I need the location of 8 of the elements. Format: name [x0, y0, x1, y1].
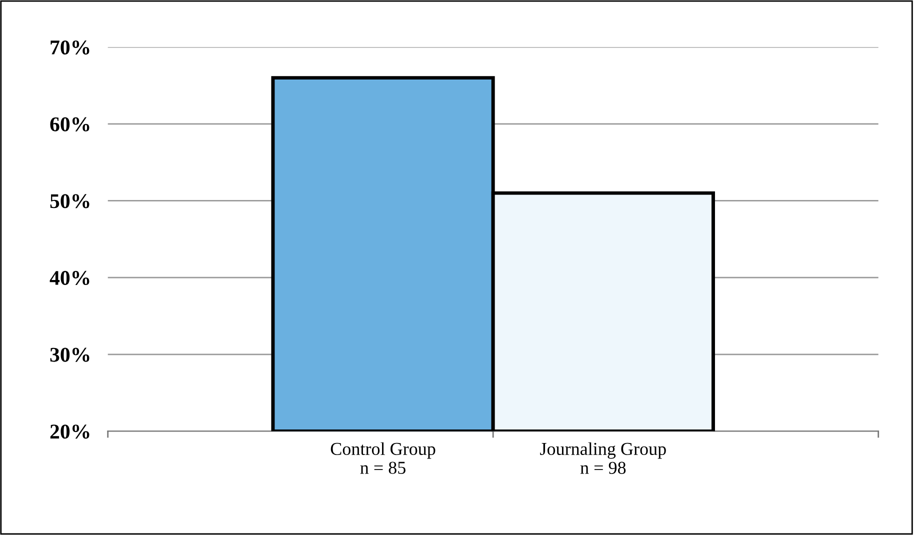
x-tick-label: Journaling Group n = 98: [540, 442, 666, 474]
y-tick-label: 70%: [50, 40, 90, 55]
y-tick-label: 40%: [50, 270, 90, 286]
x-tick-label: Control Group n = 85: [330, 442, 436, 474]
y-tick-label: 20%: [50, 424, 90, 439]
y-tick-label: 60%: [50, 117, 90, 132]
y-tick-label: 50%: [50, 194, 90, 208]
y-tick-label: 30%: [50, 348, 90, 362]
